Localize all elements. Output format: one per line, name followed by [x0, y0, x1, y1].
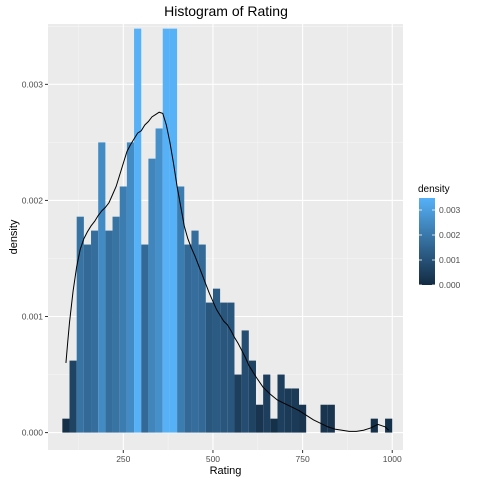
histogram-bar [199, 245, 206, 433]
y-axis-title: density [8, 219, 20, 254]
legend-tick-label: 0.000 [439, 280, 461, 290]
histogram-bar [134, 29, 141, 433]
histogram-bar [120, 187, 127, 433]
legend-title: density [418, 184, 450, 195]
histogram-bar [270, 419, 277, 433]
histogram-bar [371, 419, 378, 433]
legend-colorbar [419, 198, 435, 285]
histogram-bar [105, 231, 112, 433]
histogram-bar [170, 29, 177, 433]
histogram-bar [227, 303, 234, 433]
histogram-bar [263, 375, 270, 433]
histogram-bar [141, 245, 148, 433]
y-axis-ticks: 0.000 0.001 0.002 0.003 [22, 79, 48, 437]
histogram-bar [127, 142, 134, 432]
y-tick-label: 0.001 [22, 312, 44, 322]
x-axis-ticks: 250 500 750 1000 [116, 450, 402, 464]
histogram-bar [148, 159, 155, 433]
histogram-bar [177, 187, 184, 433]
x-tick-label: 750 [296, 454, 310, 464]
color-legend: density 0.000 0.001 0.002 0.003 [418, 184, 461, 290]
x-tick-label: 1000 [383, 454, 402, 464]
histogram-bar [285, 388, 292, 432]
histogram-bar [62, 419, 69, 433]
histogram-bar [156, 128, 163, 432]
histogram-bar [256, 405, 263, 433]
histogram-bar [385, 419, 392, 433]
histogram-bar [113, 217, 120, 433]
histogram-bar [98, 142, 105, 432]
x-axis-title: Rating [210, 465, 242, 477]
legend-tick-label: 0.001 [439, 255, 461, 265]
y-tick-label: 0.002 [22, 195, 44, 205]
legend-tick-label: 0.003 [439, 205, 461, 215]
legend-tick-label: 0.002 [439, 230, 461, 240]
histogram-bar [234, 375, 241, 433]
histogram-bar [299, 405, 306, 433]
histogram-bar [242, 330, 249, 432]
histogram-bar [84, 245, 91, 433]
chart-title: Histogram of Rating [164, 3, 288, 19]
histogram-bar [184, 245, 191, 433]
y-tick-label: 0.003 [22, 79, 44, 89]
x-tick-label: 500 [206, 454, 220, 464]
y-tick-label: 0.000 [22, 428, 44, 438]
histogram-bar [163, 29, 170, 433]
histogram-bar [91, 231, 98, 433]
histogram-bar [206, 303, 213, 433]
histogram-bar [70, 361, 77, 433]
histogram-bar [220, 303, 227, 433]
histogram-bar [321, 405, 328, 433]
x-tick-label: 250 [116, 454, 130, 464]
histogram-bar [191, 231, 198, 433]
